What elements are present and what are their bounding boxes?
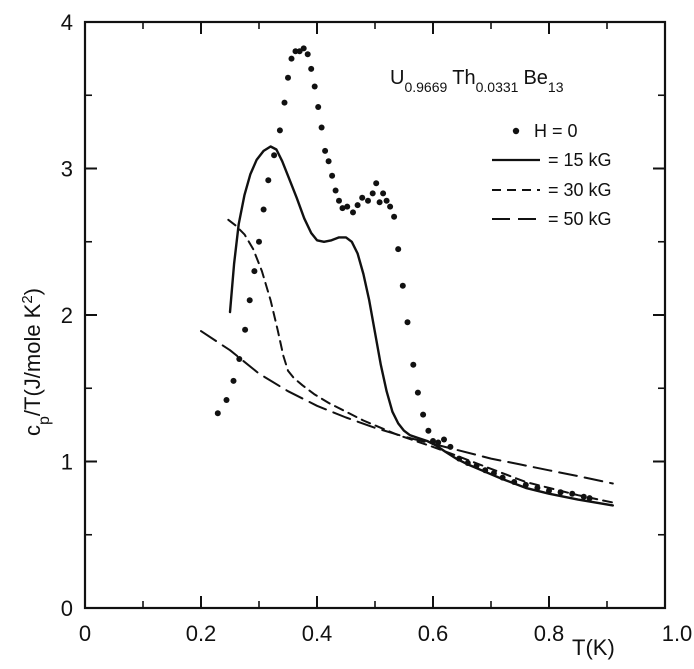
data-point [292,48,299,55]
data-point [354,202,361,209]
data-point [318,124,325,131]
data-point [288,55,295,62]
x-tick-label: 0.8 [534,621,565,646]
data-point [414,389,421,396]
x-tick-label: 0.2 [186,621,217,646]
legend-label-50kg: = 50 kG [548,209,612,229]
series-line [200,330,614,485]
compound-annotation: U0.9669 Th0.0331 Be13 [390,67,564,95]
y-tick-label: 0 [61,596,73,621]
data-point [395,246,402,253]
data-point [359,194,366,201]
legend-label-15kg: = 15 kG [548,150,612,170]
data-point [441,436,447,443]
legend-label-30kg: = 30 kG [548,180,612,200]
data-point [251,268,258,275]
data-point [311,83,318,90]
x-tick-label: 1.0 [662,621,693,646]
data-point [336,197,342,204]
legend: H = 0 = 15 kG = 30 kG = 50 kG [492,121,612,229]
series [200,45,614,507]
data-point [369,190,376,197]
data-point [271,152,278,159]
series-2 [227,218,614,504]
data-point [322,147,329,154]
series-line [227,218,614,504]
legend-entry-15kg: = 15 kG [492,150,612,170]
x-tick-label: 0.4 [302,621,333,646]
data-point [339,205,346,212]
legend-label-h0: H = 0 [534,121,578,141]
data-point [420,411,427,418]
y-tick-label: 3 [61,157,73,182]
y-tick-label: 2 [61,303,73,328]
data-point [383,197,390,204]
data-point [380,190,387,197]
axes [83,20,667,610]
data-point [285,74,291,81]
data-point [344,203,351,210]
data-point [214,410,221,417]
series-1 [228,145,614,507]
data-point [223,397,230,403]
data-point [325,158,332,165]
data-point [265,177,272,184]
series-line [228,145,614,507]
data-point [425,427,432,434]
series-3 [200,330,614,485]
legend-marker-dots [512,127,520,135]
data-point [236,356,243,362]
legend-entry-30kg: = 30 kG [492,180,612,200]
y-tick-label: 1 [61,450,73,475]
data-point [281,99,288,106]
data-point [410,361,417,368]
data-point [350,209,356,216]
series-0 [214,45,593,502]
data-point [300,45,307,52]
data-point [256,238,262,245]
y-axis-label: cp/T(J/mole K2) [19,288,53,436]
data-point [276,127,283,134]
legend-entry-50kg: = 50 kG [492,209,612,229]
data-point [242,326,249,333]
data-point [246,297,253,304]
data-point [260,206,267,213]
data-point [315,104,322,110]
data-point [399,282,406,289]
legend-entry-h0: H = 0 [512,121,578,141]
x-axis-label: T(K) [572,635,615,660]
plot-frame [83,20,667,610]
ticks: 0 0.2 0.4 0.6 0.8 1.0 0 1 2 3 4 [61,10,693,646]
data-point [365,197,371,204]
data-point [308,65,315,72]
data-point [387,203,394,210]
y-tick-label: 4 [61,10,73,35]
data-point [391,213,398,220]
x-tick-label: 0.6 [418,621,449,646]
data-point [230,377,237,384]
x-tick-label: 0 [79,621,91,646]
data-point [569,490,576,497]
data-point [404,319,411,326]
data-point [376,199,383,206]
data-point [373,180,380,187]
data-point [304,51,311,58]
data-point [329,172,336,179]
data-point [332,187,339,194]
